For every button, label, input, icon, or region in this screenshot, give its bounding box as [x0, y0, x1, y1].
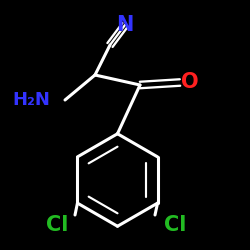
Text: H₂N: H₂N: [12, 91, 50, 109]
Text: Cl: Cl: [46, 215, 69, 235]
Text: Cl: Cl: [164, 215, 186, 235]
Text: O: O: [181, 72, 199, 92]
Text: N: N: [116, 15, 134, 35]
